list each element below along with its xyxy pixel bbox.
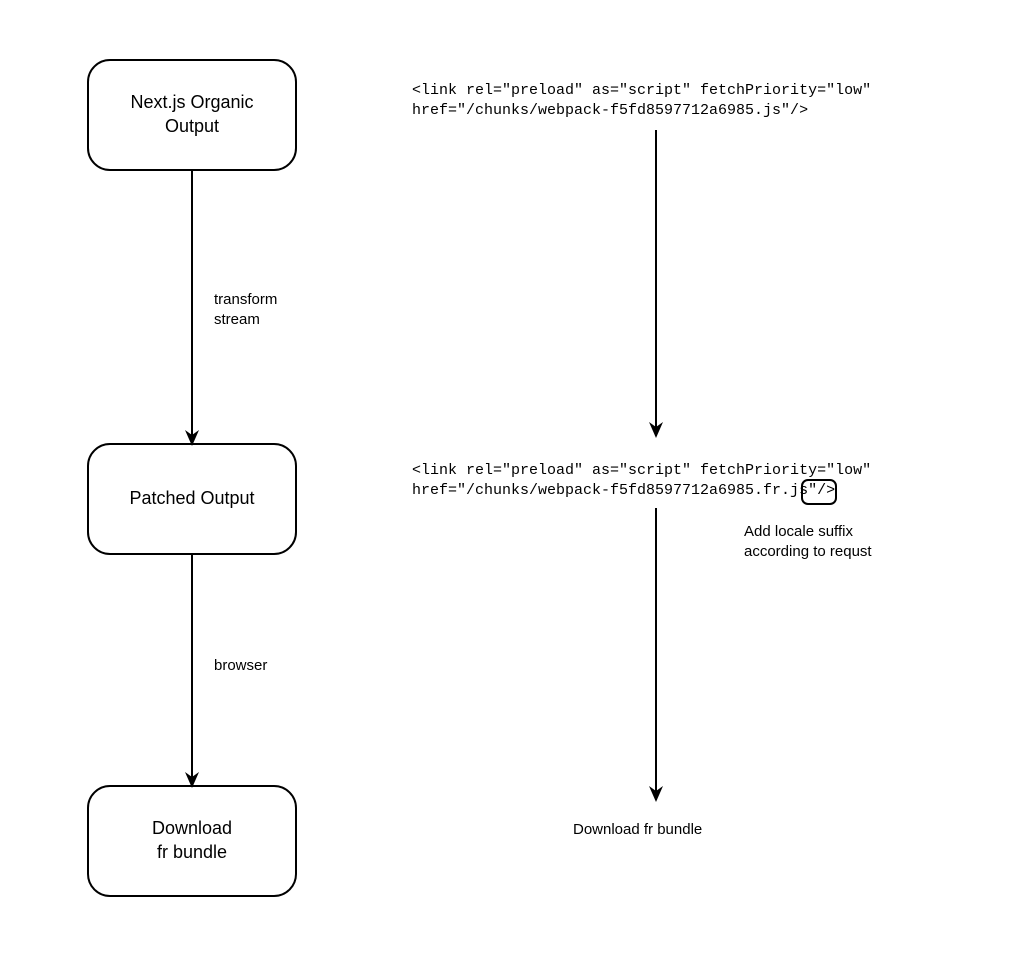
code-snippet-original: href="/chunks/webpack-f5fd8597712a6985.j… [412, 102, 808, 119]
download-bundle-label: Download fr bundle [573, 821, 702, 838]
flow-node-label: Download [152, 818, 232, 838]
flow-edge-label: browser [214, 657, 267, 674]
locale-suffix-note: Add locale suffix [744, 523, 853, 540]
code-snippet-patched: href="/chunks/webpack-f5fd8597712a6985.f… [412, 482, 835, 499]
flow-node-label: fr bundle [157, 842, 227, 862]
flow-node-label: Patched Output [129, 488, 254, 508]
flow-edge-label: stream [214, 311, 260, 328]
code-snippet-original: <link rel="preload" as="script" fetchPri… [412, 82, 871, 99]
code-snippet-patched: <link rel="preload" as="script" fetchPri… [412, 462, 871, 479]
flow-node-label: Output [165, 116, 219, 136]
flow-node-label: Next.js Organic [130, 92, 253, 112]
flow-edge-label: transform [214, 291, 277, 308]
locale-suffix-note: according to requst [744, 543, 872, 560]
